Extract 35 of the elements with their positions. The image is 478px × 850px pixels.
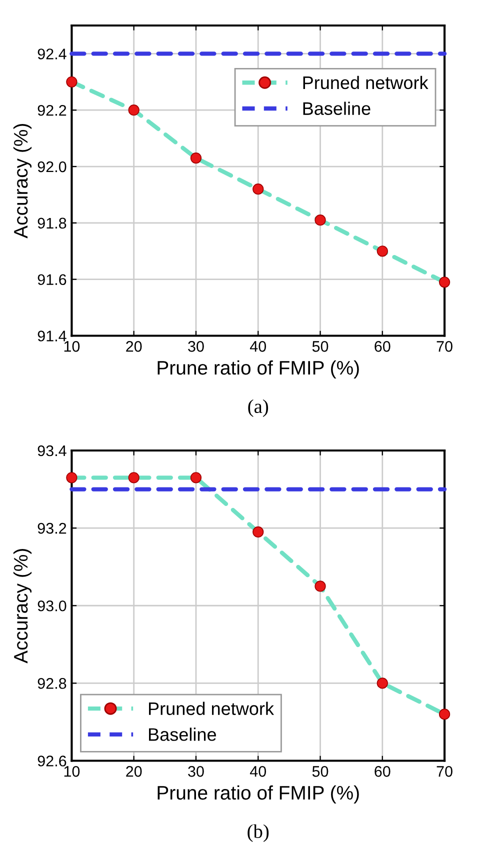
y-axis-title: Accuracy (%)	[13, 549, 32, 664]
y-tick-label: 92.2	[38, 104, 66, 116]
legend-label: Pruned network	[149, 702, 274, 716]
y-tick-label: 93.0	[38, 600, 66, 612]
x-tick-label: 60	[374, 766, 390, 777]
x-tick-label: 50	[312, 341, 328, 352]
y-tick-label: 92.4	[38, 48, 66, 60]
y-tick-label: 91.6	[38, 274, 66, 286]
y-tick-label: 91.4	[38, 330, 66, 342]
x-tick-label: 20	[126, 766, 142, 777]
x-tick-label: 40	[250, 766, 266, 777]
legend-label: Baseline	[303, 102, 370, 115]
legend-label: Baseline	[149, 728, 216, 741]
x-tick-label: 30	[188, 341, 204, 352]
y-axis-title: Accuracy (%)	[13, 124, 32, 238]
x-tick-label: 60	[374, 341, 390, 352]
y-tick-label: 93.4	[38, 445, 66, 456]
x-tick-label: 20	[126, 341, 142, 352]
x-axis-title: Prune ratio of FMIP (%)	[158, 785, 359, 804]
x-tick-label: 10	[64, 766, 80, 777]
text: (b)	[248, 824, 269, 842]
x-axis-title: Prune ratio of FMIP (%)	[158, 360, 359, 379]
x-tick-label: 70	[436, 766, 452, 777]
y-tick-label: 91.8	[38, 218, 66, 229]
x-tick-label: 30	[188, 766, 204, 777]
y-tick-label: 92.0	[38, 161, 66, 172]
y-tick-label: 93.2	[38, 522, 66, 534]
y-tick-label: 92.6	[38, 756, 66, 766]
x-tick-label: 10	[64, 341, 80, 352]
x-tick-label: 70	[436, 341, 452, 352]
text: (a)	[248, 399, 268, 417]
x-tick-label: 40	[250, 341, 266, 352]
legend-label: Pruned network	[303, 76, 428, 90]
y-tick-label: 92.8	[38, 678, 66, 689]
x-tick-label: 50	[312, 766, 328, 777]
